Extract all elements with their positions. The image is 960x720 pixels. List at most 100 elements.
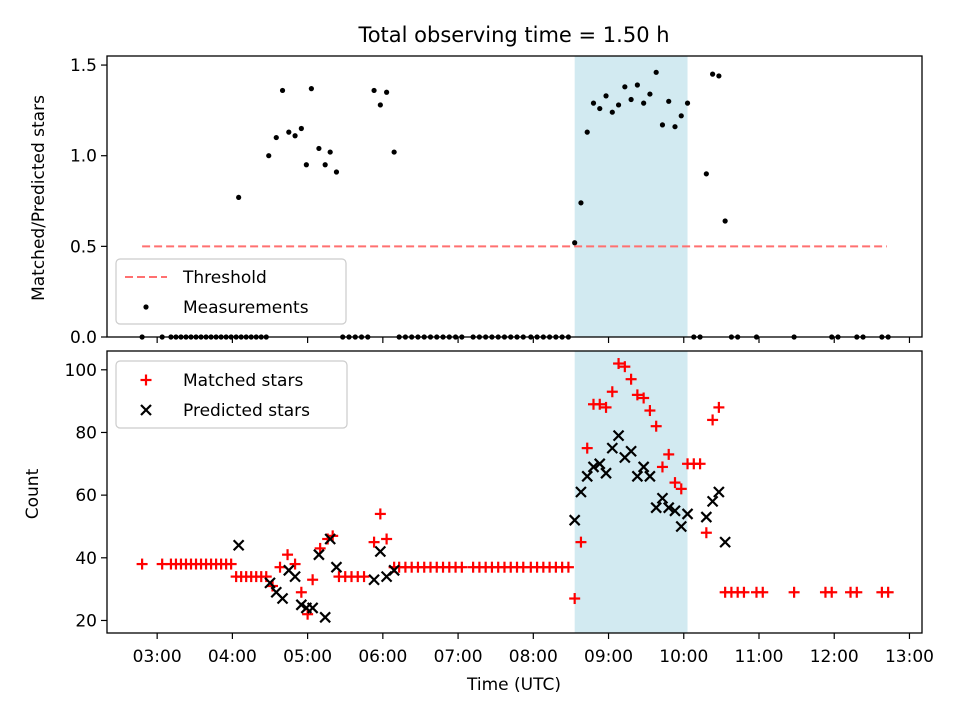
matched-star-marker [700, 527, 712, 539]
top-y-axis-label: Matched/Predicted stars [29, 95, 49, 301]
measurement-point [659, 122, 666, 128]
matched-star-marker [569, 593, 581, 605]
matched-star-marker [638, 392, 650, 404]
x-tick-label: 05:00 [283, 647, 332, 667]
matched-star-marker [663, 448, 675, 460]
matched-star-marker [851, 586, 863, 598]
matched-star-marker [136, 558, 148, 570]
predicted-star-marker [637, 461, 650, 473]
predicted-star-marker [650, 501, 662, 514]
predicted-star-marker [374, 545, 387, 558]
predicted-star-marker [656, 492, 669, 505]
top-y-tick-label: 0.5 [70, 237, 97, 257]
x-tick-label: 03:00 [133, 647, 182, 667]
measurement-point [298, 125, 304, 132]
bottom-y-tick-label: 40 [75, 549, 97, 569]
measurement-point [597, 105, 603, 112]
bottom-observing-window-layer [574, 351, 688, 633]
measurement-point [333, 169, 340, 175]
matched-star-marker [594, 398, 606, 410]
measurement-point [622, 84, 628, 90]
predicted-star-marker [631, 470, 644, 483]
legend-threshold-label: Threshold [182, 268, 267, 288]
predicted-star-marker [575, 486, 587, 498]
predicted-star-marker [264, 577, 276, 589]
measurement-point [236, 194, 242, 201]
measurement-point [279, 87, 286, 94]
bottom-y-tick-label: 80 [75, 423, 97, 443]
matched-star-marker [381, 533, 393, 545]
measurement-point [647, 91, 653, 97]
predicted-star-marker [706, 495, 719, 508]
matched-star-marker [274, 561, 286, 573]
predicted-star-marker [600, 467, 612, 479]
bottom-y-tick-label: 20 [75, 611, 97, 631]
measurement-point [710, 71, 716, 77]
predicted-star-marker [644, 470, 656, 483]
x-tick-label: 09:00 [584, 647, 633, 667]
matched-star-marker [882, 586, 894, 598]
top-y-tick-label: 0.0 [70, 328, 97, 348]
predicted-star-marker [681, 508, 694, 520]
matched-star-marker [295, 586, 307, 598]
measurement-point [273, 134, 279, 141]
predicted-star-marker [368, 573, 380, 586]
measurement-point [303, 162, 309, 168]
measurement-point [327, 149, 333, 155]
measurement-point [391, 149, 397, 155]
legend-matched-label: Matched stars [183, 371, 303, 391]
legend-box [115, 360, 348, 429]
bottom-observing-window [574, 351, 688, 633]
matched-star-marker [738, 586, 750, 598]
top-axes-frame [106, 55, 923, 338]
ratio-subplot: 0.0 0.5 1.0 1.5 Matched/Predicted stars Thr… [29, 55, 923, 348]
x-axis-label: Time (UTC) [466, 675, 561, 695]
matched-star-marker [788, 586, 800, 598]
legend-matched-swatch [140, 374, 152, 386]
measurement-point [572, 240, 578, 246]
measurement-point [292, 133, 298, 139]
matched-star-marker [713, 401, 725, 413]
measurement-point [308, 86, 314, 92]
x-tick-label: 08:00 [509, 647, 558, 667]
matched-star-marker [631, 389, 643, 401]
predicted-star-marker [587, 461, 600, 473]
bottom-y-axis-label: Count [23, 468, 43, 519]
x-tick-label: 07:00 [434, 647, 483, 667]
predicted-star-marker [568, 514, 581, 526]
predicted-star-marker [330, 561, 343, 573]
bottom-y-tick-label: 60 [75, 486, 97, 506]
predicted-star-marker [388, 564, 400, 577]
matched-star-marker [619, 361, 631, 373]
predicted-star-marker [606, 442, 619, 454]
bottom-y-tick-label: 100 [65, 361, 97, 381]
matched-star-marker [307, 574, 319, 586]
x-tick-label: 12:00 [810, 647, 859, 667]
matched-star-marker [757, 586, 769, 598]
predicted-star-marker [593, 458, 606, 470]
measurement-point [384, 89, 390, 95]
figure-title: Total observing time = 1.50 h [357, 23, 669, 47]
matched-star-marker [562, 561, 574, 573]
matched-star-marker [644, 405, 656, 417]
measurement-point [703, 171, 709, 177]
x-tick-label: 04:00 [208, 647, 257, 667]
matched-star-marker [650, 420, 662, 432]
measurement-point [615, 102, 622, 108]
measurement-point [584, 129, 590, 135]
measurement-point [590, 100, 597, 106]
measurement-point [578, 200, 584, 206]
measurement-point [316, 145, 322, 152]
matched-star-marker [374, 508, 386, 520]
matched-star-marker [707, 414, 719, 426]
legend-measurement-label: Measurements [183, 298, 309, 318]
measurement-point [666, 98, 672, 104]
predicted-star-marker [662, 501, 675, 514]
x-tick-label: 13:00 [885, 647, 934, 667]
matched-star-marker [613, 358, 625, 370]
matched-star-marker [656, 461, 668, 473]
measurement-point [678, 113, 684, 119]
matched-star-marker [669, 477, 681, 489]
measurement-point [377, 102, 383, 108]
